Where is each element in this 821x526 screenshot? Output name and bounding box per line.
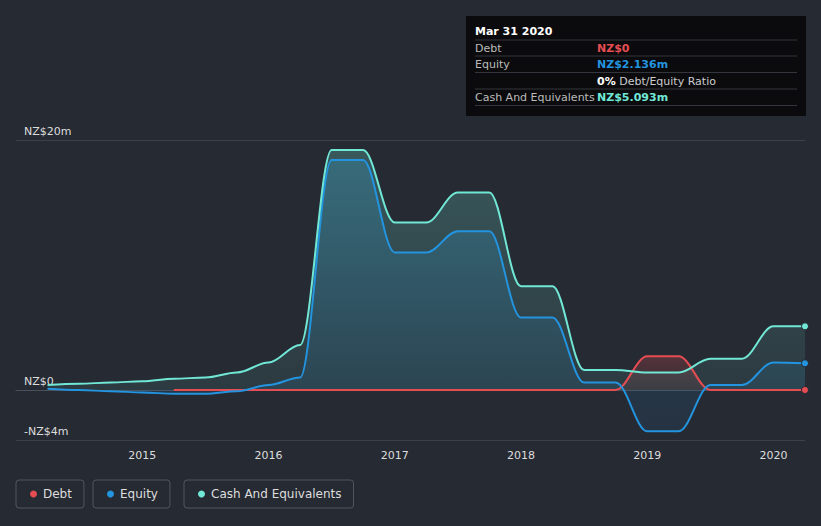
svg-text:NZ$0: NZ$0 — [597, 42, 630, 55]
svg-text:Debt: Debt — [43, 487, 72, 501]
svg-text:0%: 0% — [597, 75, 616, 88]
svg-text:NZ$0: NZ$0 — [24, 375, 54, 388]
svg-text:Equity: Equity — [120, 487, 158, 501]
svg-text:2015: 2015 — [128, 449, 156, 462]
svg-text:Mar 31 2020: Mar 31 2020 — [475, 25, 553, 38]
svg-text:2020: 2020 — [759, 449, 787, 462]
svg-text:2019: 2019 — [633, 449, 661, 462]
svg-text:2018: 2018 — [507, 449, 535, 462]
svg-text:2017: 2017 — [381, 449, 409, 462]
svg-text:NZ$20m: NZ$20m — [24, 125, 71, 138]
svg-text:NZ$2.136m: NZ$2.136m — [597, 58, 668, 71]
svg-text:Cash And Equivalents: Cash And Equivalents — [211, 487, 342, 501]
svg-text:2016: 2016 — [254, 449, 282, 462]
svg-text:Cash And Equivalents: Cash And Equivalents — [475, 91, 595, 104]
svg-text:Debt: Debt — [475, 42, 502, 55]
svg-text:NZ$5.093m: NZ$5.093m — [597, 91, 668, 104]
svg-text:-NZ$4m: -NZ$4m — [24, 425, 68, 438]
svg-text:Equity: Equity — [475, 58, 510, 71]
svg-text:Debt/Equity Ratio: Debt/Equity Ratio — [616, 75, 717, 88]
